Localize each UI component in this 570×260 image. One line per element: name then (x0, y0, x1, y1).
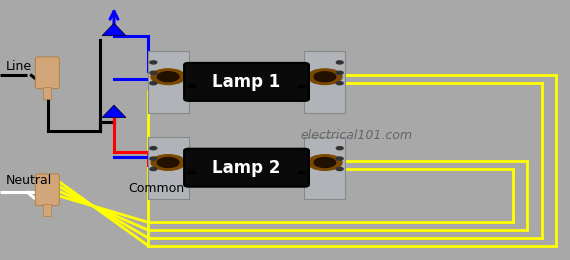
Bar (304, 51, 345, 113)
Circle shape (314, 158, 336, 167)
Circle shape (157, 72, 179, 82)
Circle shape (336, 71, 343, 74)
Text: Lamp 1: Lamp 1 (213, 73, 280, 91)
Bar (43, 204, 51, 216)
Text: Line: Line (6, 60, 32, 73)
FancyBboxPatch shape (35, 174, 59, 206)
Circle shape (336, 157, 343, 160)
Text: electrical101.com: electrical101.com (300, 129, 412, 142)
Circle shape (150, 61, 157, 64)
Circle shape (151, 155, 185, 170)
Circle shape (150, 147, 157, 150)
Circle shape (150, 167, 157, 171)
Circle shape (336, 167, 343, 171)
Polygon shape (102, 23, 126, 36)
Circle shape (151, 69, 185, 84)
Polygon shape (102, 105, 126, 118)
FancyBboxPatch shape (35, 57, 59, 89)
Circle shape (336, 82, 343, 85)
Bar (43, 87, 51, 99)
Circle shape (150, 71, 157, 74)
Text: Common: Common (128, 182, 184, 195)
Circle shape (336, 147, 343, 150)
Circle shape (157, 158, 179, 167)
Text: Lamp 2: Lamp 2 (213, 159, 280, 177)
Bar (304, 136, 345, 199)
Circle shape (150, 82, 157, 85)
Circle shape (150, 157, 157, 160)
Circle shape (336, 61, 343, 64)
FancyBboxPatch shape (184, 63, 309, 101)
Bar (148, 136, 189, 199)
Circle shape (314, 72, 336, 82)
Circle shape (308, 69, 342, 84)
Text: Neutral: Neutral (6, 174, 52, 187)
Bar (148, 51, 189, 113)
Text: Individual: Individual (124, 0, 185, 3)
Circle shape (308, 155, 342, 170)
FancyBboxPatch shape (184, 149, 309, 187)
